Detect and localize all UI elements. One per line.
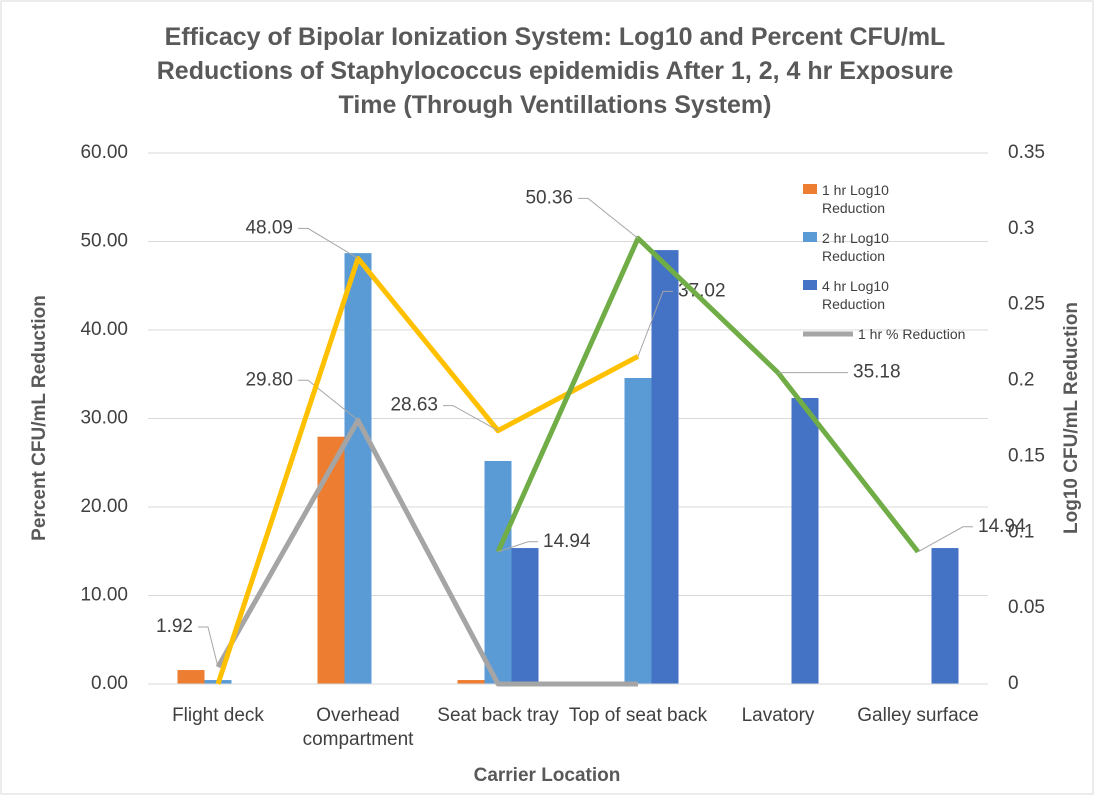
y-tick-label: 50.00 — [80, 231, 128, 252]
bar — [344, 253, 372, 685]
bar — [317, 436, 345, 684]
y-tick-label: 0.00 — [91, 673, 128, 694]
x-tick-label: Overhead compartment — [302, 705, 414, 750]
label-leader — [637, 290, 673, 357]
line-series — [495, 235, 920, 554]
bar — [484, 460, 512, 684]
bar — [511, 548, 539, 684]
bar — [457, 680, 485, 684]
line-series — [215, 417, 638, 687]
y2-tick-label: 0.35 — [1008, 142, 1045, 163]
legend-swatch — [803, 184, 817, 194]
y2-tick-label: 0.2 — [1008, 370, 1034, 391]
data-label: 50.36 — [525, 187, 573, 208]
label-leader — [443, 405, 499, 432]
chart-title: Efficacy of Bipolar Ionization System: L… — [156, 23, 954, 119]
y2-tick-label: 0.3 — [1008, 218, 1034, 239]
label-leader — [578, 197, 639, 239]
y-tick-label: 40.00 — [80, 319, 128, 340]
bar — [791, 398, 819, 684]
data-label: 14.94 — [978, 516, 1026, 537]
line-series — [215, 255, 640, 685]
x-tick-label: Top of seat back — [568, 705, 708, 726]
label-leader — [198, 626, 219, 668]
bar — [177, 670, 205, 684]
x-tick-label: Lavatory — [741, 705, 815, 726]
y-axis-label: Percent CFU/mL Reduction — [29, 295, 50, 541]
y-tick-label: 10.00 — [80, 585, 128, 606]
data-label: 14.94 — [543, 531, 591, 552]
data-label: 35.18 — [853, 362, 901, 383]
x-tick-label: Seat back tray — [437, 705, 559, 726]
y-tick-label: 60.00 — [80, 142, 128, 163]
data-label: 28.63 — [390, 395, 438, 416]
data-label: 1.92 — [156, 616, 193, 637]
data-label: 29.80 — [245, 369, 293, 390]
bar — [624, 377, 652, 684]
legend-label: 4 hr Log10 Reduction — [822, 278, 889, 312]
x-tick-label: Galley surface — [857, 705, 979, 726]
legend-label: 1 hr Log10 Reduction — [822, 182, 889, 216]
y-tick-label: 20.00 — [80, 496, 128, 517]
x-axis-label: Carrier Location — [473, 765, 621, 786]
legend-label: 2 hr Log10 Reduction — [822, 230, 889, 264]
y-tick-label: 30.00 — [80, 408, 128, 429]
x-tick-label: Flight deck — [172, 705, 264, 726]
data-label: 48.09 — [245, 217, 293, 238]
bar — [931, 548, 959, 684]
y2-tick-label: 0.05 — [1008, 597, 1045, 618]
legend-swatch — [803, 232, 817, 242]
label-leader — [917, 526, 973, 553]
legend-label: 1 hr % Reduction — [858, 326, 966, 342]
y2-axis-label: Log10 CFU/mL Reduction — [1061, 302, 1082, 534]
label-leader — [497, 541, 538, 553]
y2-tick-label: 0 — [1008, 673, 1019, 694]
y2-tick-label: 0.25 — [1008, 294, 1045, 315]
y2-tick-label: 0.15 — [1008, 445, 1045, 466]
legend-swatch — [803, 280, 817, 290]
label-leader — [298, 379, 359, 421]
bar — [651, 250, 679, 684]
label-leader — [298, 227, 359, 259]
y2-tick-label: 0.1 — [1008, 521, 1034, 542]
